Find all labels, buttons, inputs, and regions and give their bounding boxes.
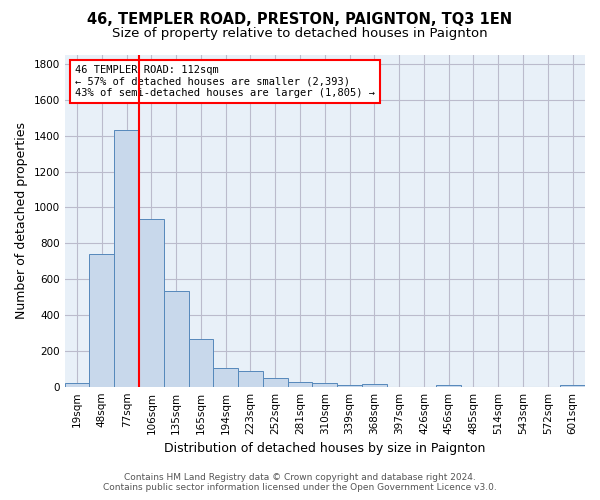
Bar [560, 384, 585, 386]
Bar [164, 291, 188, 386]
Bar [362, 384, 387, 386]
Bar [287, 382, 313, 386]
Text: Size of property relative to detached houses in Paignton: Size of property relative to detached ho… [112, 28, 488, 40]
X-axis label: Distribution of detached houses by size in Paignton: Distribution of detached houses by size … [164, 442, 485, 455]
Bar [139, 219, 164, 386]
Bar [263, 378, 287, 386]
Bar [436, 385, 461, 386]
Bar [214, 368, 238, 386]
Bar [238, 370, 263, 386]
Bar [114, 130, 139, 386]
Text: 46, TEMPLER ROAD, PRESTON, PAIGNTON, TQ3 1EN: 46, TEMPLER ROAD, PRESTON, PAIGNTON, TQ3… [88, 12, 512, 28]
Bar [89, 254, 114, 386]
Bar [65, 383, 89, 386]
Text: Contains HM Land Registry data © Crown copyright and database right 2024.
Contai: Contains HM Land Registry data © Crown c… [103, 473, 497, 492]
Bar [313, 382, 337, 386]
Bar [337, 385, 362, 386]
Text: 46 TEMPLER ROAD: 112sqm
← 57% of detached houses are smaller (2,393)
43% of semi: 46 TEMPLER ROAD: 112sqm ← 57% of detache… [75, 65, 375, 98]
Y-axis label: Number of detached properties: Number of detached properties [15, 122, 28, 320]
Bar [188, 339, 214, 386]
